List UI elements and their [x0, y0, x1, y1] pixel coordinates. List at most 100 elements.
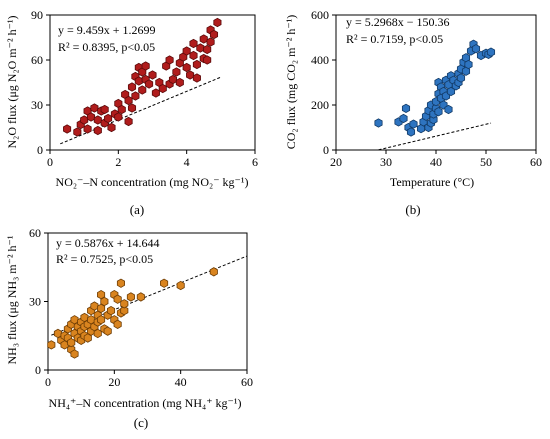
panel-c-points	[47, 267, 218, 359]
panel-c-equation: y = 0.5876x + 14.644	[56, 236, 160, 250]
panel-a-data-point	[93, 125, 102, 136]
panel-c-xtick-label: 40	[175, 375, 187, 389]
panel-b-label: (b)	[405, 202, 420, 217]
panel-a-ytick-label: 90	[31, 8, 43, 22]
panel-b-r2: R² = 0.7159, p<0.05	[346, 32, 443, 46]
panel-a-ytick-label: 0	[37, 143, 43, 157]
panel-c-ytick-label: 60	[29, 226, 41, 240]
panel-a-data-point	[203, 44, 212, 55]
panel-a-ytick-label: 30	[31, 98, 43, 112]
panel-c-data-point	[97, 315, 106, 325]
panel-b-trendline-path	[378, 122, 492, 151]
panel-a-data-point	[90, 103, 99, 113]
panel-a-data-point	[138, 85, 147, 95]
panel-b-data-point	[401, 103, 411, 114]
panel-b-ytick-label: 0	[323, 143, 329, 157]
panel-b-data-point	[456, 73, 466, 83]
panel-a-ytick-label: 60	[31, 53, 43, 67]
panel-b-data-point	[461, 53, 471, 63]
panel-a-data-point	[158, 83, 167, 94]
panel-a-xtick-label: 4	[184, 155, 190, 169]
panel-c-ylabel: NH₃ flux (μg NH₃ m⁻² h⁻¹	[5, 235, 19, 364]
panel-b-data-point	[406, 127, 416, 137]
panel-a-data-point	[189, 38, 198, 49]
panel-a-data-point	[131, 91, 140, 101]
panel-c-data-point	[100, 296, 109, 307]
panel-a-data-point	[165, 55, 174, 65]
panel-a-data-point	[73, 127, 82, 137]
panel-b-data-point	[409, 119, 418, 129]
panel-b-data-point	[444, 104, 453, 115]
panel-a-data-point	[124, 116, 133, 127]
panel-c-ytick-label: 30	[29, 295, 41, 309]
panel-a-trendline-path	[60, 76, 222, 145]
panel-c-data-point	[70, 349, 79, 359]
panel-a-data-point	[182, 46, 191, 56]
panel-a-data-point	[100, 104, 109, 115]
panel-b-data-point	[486, 47, 496, 57]
panel-a-equation: y = 9.459x + 1.2699	[58, 23, 156, 37]
panel-c-data-point	[90, 301, 99, 311]
panel-c-xtick-label: 20	[108, 375, 120, 389]
panel-a-data-point	[192, 59, 201, 70]
panel-b-ylabel: CO₂ flux (mg CO₂ m⁻² h⁻¹)	[284, 15, 298, 150]
panel-a-data-point	[134, 76, 143, 86]
panel-c-label: (c)	[134, 415, 148, 430]
panel-c-data-point	[126, 292, 135, 302]
panel-c-data-point	[113, 319, 122, 329]
panel-a-data-point	[93, 115, 102, 125]
panel-c-data-point	[160, 278, 169, 288]
panel-c-data-point	[176, 280, 185, 291]
panel-a-data-point	[127, 82, 137, 92]
panel-a-data-point	[168, 74, 178, 85]
panel-b-xtick-label: 50	[480, 155, 492, 169]
panel-a-data-point	[80, 115, 89, 125]
panel-a-data-point	[124, 95, 133, 106]
panel-a-data-point	[63, 124, 72, 134]
panel-c-ytick-label: 0	[35, 363, 41, 377]
panel-c-r2: R² = 0.7525, p<0.05	[56, 252, 153, 266]
panel-b-ytick-label: 400	[311, 53, 329, 67]
panel-c-data-point	[113, 294, 122, 304]
panel-c-data-point	[209, 267, 218, 277]
panel-b-xtick-label: 60	[530, 155, 542, 169]
panel-c-data-point	[103, 326, 112, 336]
panel-a-data-point	[213, 17, 222, 28]
panel-a-points	[63, 17, 222, 137]
panel-a-data-point	[86, 112, 96, 122]
panel-b-xtick-label: 30	[380, 155, 392, 169]
panel-c-xtick-label: 60	[241, 375, 253, 389]
panel-a-data-point	[151, 88, 160, 98]
panel-a-data-point	[148, 70, 157, 80]
panel-b-data-point	[434, 107, 443, 117]
panel-a-data-point	[83, 124, 92, 134]
panel-a-data-point	[199, 34, 208, 44]
panel-a-data-point	[196, 43, 205, 53]
panel-a-data-point	[104, 113, 113, 124]
panel-a-xtick-label: 2	[115, 155, 121, 169]
panel-c: 0 20 40 60 0 30 60 y = 0.5876x + 14.644 R² = 0…	[5, 226, 253, 430]
panel-b-xtick-label: 20	[330, 155, 342, 169]
panel-a-data-point	[209, 29, 219, 40]
panel-a-xlabel: NO₂⁻–N concentration (mg NO₂⁻ kg⁻¹)	[56, 175, 249, 189]
panel-c-data-point	[120, 299, 129, 309]
panel-b-trendline	[378, 122, 492, 151]
panel-b-points	[374, 39, 496, 137]
panel-a-plot-frame	[49, 14, 256, 151]
panel-a-ylabel: N₂O flux (μg N₂O m⁻² h⁻¹)	[5, 16, 19, 149]
panel-b-data-point	[464, 59, 473, 70]
panel-a-data-point	[182, 62, 191, 73]
panel-c-data-point	[47, 340, 56, 350]
panel-a-data-point	[189, 50, 198, 61]
panel-a-data-point	[107, 122, 116, 133]
panel-c-xtick-label: 0	[45, 375, 51, 389]
panel-a-label: (a)	[130, 202, 144, 217]
panel-a-xtick-label: 6	[252, 155, 258, 169]
panel-b-xlabel: Temperature (°C)	[390, 175, 474, 189]
panel-a-data-point	[175, 77, 184, 88]
panel-a-data-point	[127, 103, 137, 113]
